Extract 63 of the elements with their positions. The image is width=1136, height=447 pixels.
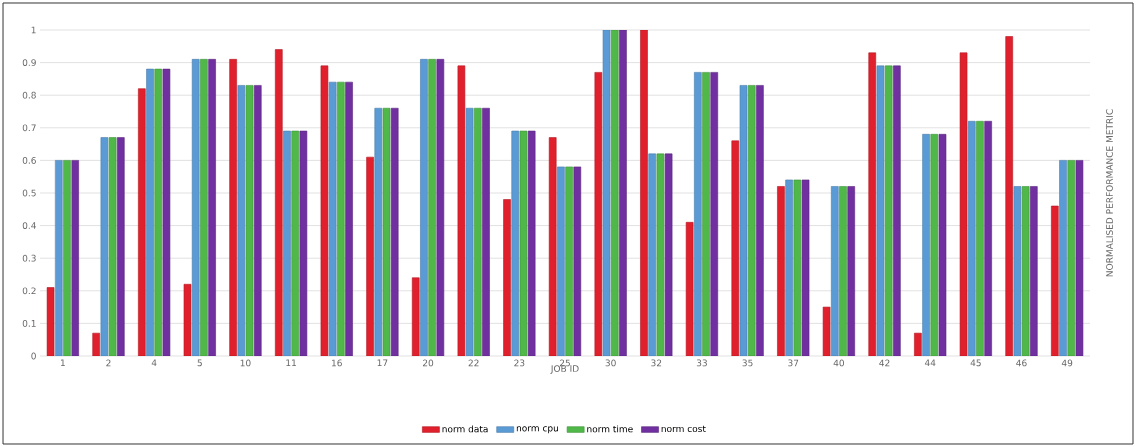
y-tick-label: 0 [31, 352, 36, 360]
x-tick-label: 11 [286, 359, 296, 367]
x-tick-label: 10 [240, 359, 251, 367]
x-tick-label: 46 [1016, 359, 1027, 367]
bar [914, 332, 922, 356]
bar [366, 156, 374, 356]
y-tick-label: 0.9 [22, 59, 36, 66]
bar [229, 59, 237, 356]
y-tick-label: 0.3 [22, 254, 36, 262]
x-tick-label: 23 [514, 359, 525, 367]
legend-label: norm cpu [516, 426, 558, 434]
bar [138, 88, 146, 356]
bar [320, 65, 329, 356]
x-tick-label: 22 [468, 359, 479, 367]
legend-label: norm data [442, 425, 488, 433]
x-tick-label: 37 [788, 359, 799, 367]
x-tick-label: 1 [60, 359, 65, 367]
y-tick-label: 0.6 [22, 156, 36, 164]
y-tick-label: 0.1 [22, 319, 36, 327]
x-tick-label: 30 [605, 359, 616, 367]
x-tick-label: 40 [833, 359, 845, 367]
x-tick-label: 25 [559, 359, 570, 367]
bar [1005, 36, 1013, 356]
legend-label: norm time [587, 425, 633, 433]
y-tick-label: 0.4 [22, 222, 36, 229]
legend-label: norm cost [661, 425, 706, 433]
x-tick-label: 49 [1061, 359, 1073, 367]
bar [548, 137, 557, 356]
y-tick-label: 0.5 [22, 189, 36, 197]
x-tick-label: 16 [332, 359, 342, 367]
bar [183, 283, 192, 356]
bar [1051, 205, 1059, 356]
x-tick-label: 17 [377, 359, 388, 367]
bar [411, 277, 420, 356]
x-tick-label: 20 [422, 359, 434, 367]
bar [503, 199, 511, 356]
x-tick-label: 44 [924, 359, 936, 367]
x-tick-label: 33 [696, 359, 707, 367]
bar [868, 52, 877, 356]
bar [731, 140, 740, 356]
bar [457, 65, 466, 356]
y-tick-label: 0.2 [22, 287, 36, 295]
bar [685, 222, 694, 356]
x-tick-label: 2 [106, 359, 111, 367]
bar [959, 52, 968, 356]
x-axis-title: JOB ID [550, 365, 579, 374]
bar [640, 30, 648, 356]
x-tick-label: 42 [879, 359, 890, 367]
x-tick-label: 4 [151, 359, 157, 367]
y-tick-label: 0.8 [22, 91, 36, 99]
x-tick-label: 5 [197, 359, 202, 367]
bar [594, 72, 603, 356]
bar [777, 186, 785, 356]
x-tick-label: 32 [651, 359, 662, 367]
x-tick-label: 35 [742, 359, 753, 367]
y-tick-label: 1 [31, 26, 36, 34]
y-axis-title: NORMALISED PERFORMANCE METRIC [1106, 109, 1113, 277]
bar [822, 306, 831, 356]
y-tick-label: 0.7 [22, 124, 36, 132]
bar [92, 332, 100, 356]
x-tick-label: 45 [970, 359, 981, 367]
bar [46, 287, 55, 356]
bar [274, 49, 283, 356]
